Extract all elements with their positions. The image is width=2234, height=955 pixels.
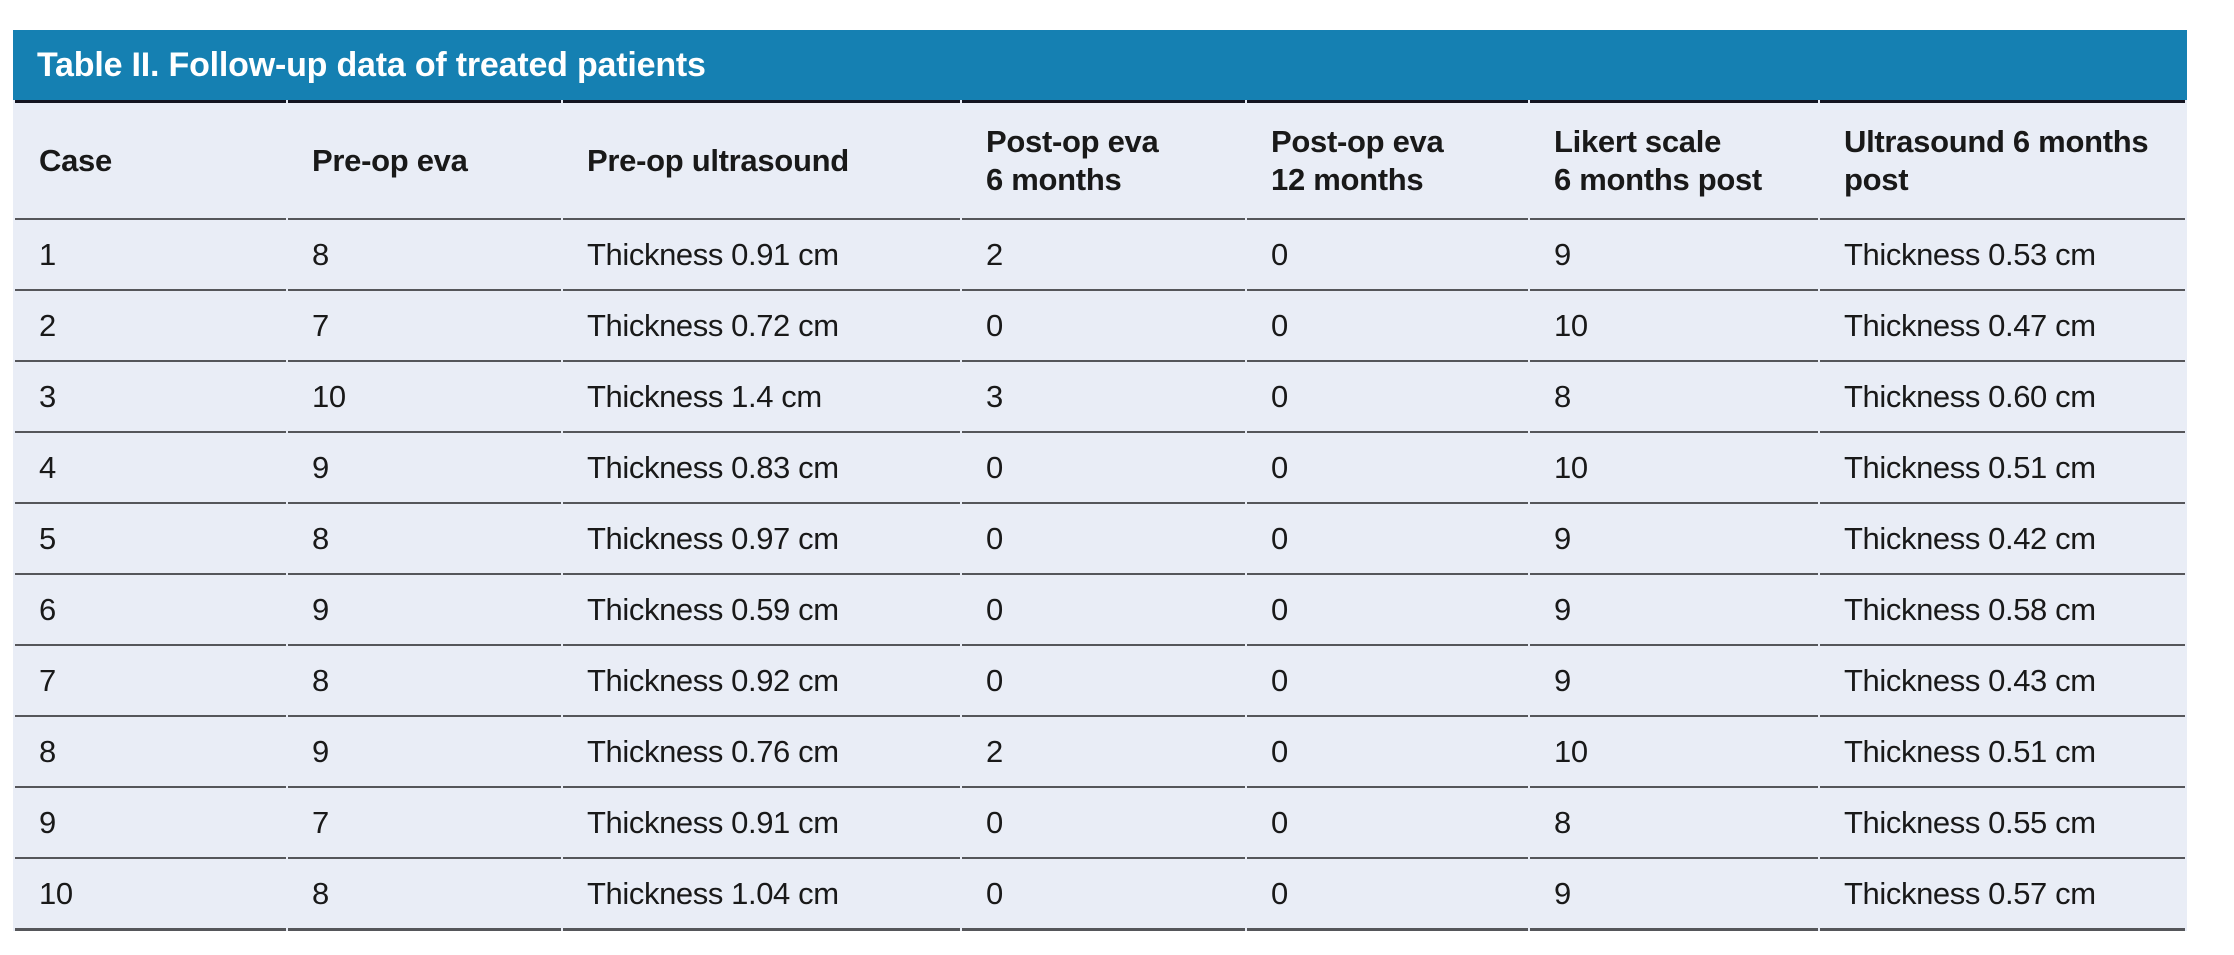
cell-likert-6m-post: 10: [1530, 717, 1818, 788]
cell-preop-eva: 8: [288, 859, 561, 931]
table-row: 10 8 Thickness 1.04 cm 0 0 9 Thickness 0.57 cm: [15, 859, 2185, 931]
cell-postop-eva-12m: 0: [1247, 291, 1528, 362]
table-row: 1 8 Thickness 0.91 cm 2 0 9 Thickness 0.53 cm: [15, 220, 2185, 291]
cell-case: 7: [15, 646, 286, 717]
cell-likert-6m-post: 9: [1530, 646, 1818, 717]
cell-preop-ultrasound: Thickness 0.83 cm: [563, 433, 960, 504]
cell-likert-6m-post: 9: [1530, 504, 1818, 575]
table-row: 3 10 Thickness 1.4 cm 3 0 8 Thickness 0.60 cm: [15, 362, 2185, 433]
cell-case: 4: [15, 433, 286, 504]
cell-preop-ultrasound: Thickness 0.91 cm: [563, 788, 960, 859]
cell-ultrasound-6m-post: Thickness 0.43 cm: [1820, 646, 2185, 717]
cell-postop-eva-12m: 0: [1247, 859, 1528, 931]
cell-postop-eva-12m: 0: [1247, 646, 1528, 717]
cell-ultrasound-6m-post: Thickness 0.51 cm: [1820, 433, 2185, 504]
cell-ultrasound-6m-post: Thickness 0.51 cm: [1820, 717, 2185, 788]
cell-ultrasound-6m-post: Thickness 0.53 cm: [1820, 220, 2185, 291]
cell-case: 8: [15, 717, 286, 788]
cell-preop-ultrasound: Thickness 0.91 cm: [563, 220, 960, 291]
cell-preop-ultrasound: Thickness 0.76 cm: [563, 717, 960, 788]
cell-preop-eva: 9: [288, 433, 561, 504]
cell-ultrasound-6m-post: Thickness 0.60 cm: [1820, 362, 2185, 433]
cell-postop-eva-6m: 0: [962, 646, 1245, 717]
table-row: 8 9 Thickness 0.76 cm 2 0 10 Thickness 0.51 cm: [15, 717, 2185, 788]
cell-ultrasound-6m-post: Thickness 0.42 cm: [1820, 504, 2185, 575]
cell-postop-eva-6m: 0: [962, 859, 1245, 931]
table-row: 6 9 Thickness 0.59 cm 0 0 9 Thickness 0.58 cm: [15, 575, 2185, 646]
column-header-preop-eva: Pre-op eva: [288, 100, 561, 220]
cell-preop-ultrasound: Thickness 0.97 cm: [563, 504, 960, 575]
cell-case: 5: [15, 504, 286, 575]
column-header-postop-eva-6m: Post-op eva 6 months: [962, 100, 1245, 220]
cell-preop-eva: 8: [288, 504, 561, 575]
table-row: 4 9 Thickness 0.83 cm 0 0 10 Thickness 0.51 cm: [15, 433, 2185, 504]
table-row: 7 8 Thickness 0.92 cm 0 0 9 Thickness 0.43 cm: [15, 646, 2185, 717]
cell-postop-eva-12m: 0: [1247, 717, 1528, 788]
cell-preop-eva: 8: [288, 646, 561, 717]
cell-postop-eva-12m: 0: [1247, 362, 1528, 433]
cell-case: 2: [15, 291, 286, 362]
column-header-postop-eva-12m: Post-op eva 12 months: [1247, 100, 1528, 220]
table-title: Table II. Follow-up data of treated pati…: [37, 45, 706, 84]
cell-preop-ultrasound: Thickness 0.72 cm: [563, 291, 960, 362]
cell-preop-eva: 10: [288, 362, 561, 433]
cell-case: 10: [15, 859, 286, 931]
cell-postop-eva-6m: 0: [962, 575, 1245, 646]
cell-postop-eva-6m: 2: [962, 717, 1245, 788]
cell-preop-ultrasound: Thickness 0.59 cm: [563, 575, 960, 646]
cell-case: 3: [15, 362, 286, 433]
cell-postop-eva-6m: 0: [962, 504, 1245, 575]
table-row: 2 7 Thickness 0.72 cm 0 0 10 Thickness 0.47 cm: [15, 291, 2185, 362]
cell-preop-eva: 8: [288, 220, 561, 291]
followup-table: Table II. Follow-up data of treated pati…: [13, 30, 2187, 931]
cell-preop-ultrasound: Thickness 0.92 cm: [563, 646, 960, 717]
table-body: 1 8 Thickness 0.91 cm 2 0 9 Thickness 0.53 cm 2…: [15, 220, 2185, 931]
cell-ultrasound-6m-post: Thickness 0.55 cm: [1820, 788, 2185, 859]
cell-postop-eva-6m: 0: [962, 788, 1245, 859]
cell-preop-eva: 9: [288, 575, 561, 646]
table-row: 5 8 Thickness 0.97 cm 0 0 9 Thickness 0.42 cm: [15, 504, 2185, 575]
column-header-ultrasound-6m-post: Ultrasound 6 months post: [1820, 100, 2185, 220]
column-header-likert-6m-post: Likert scale 6 months post: [1530, 100, 1818, 220]
column-header-case: Case: [15, 100, 286, 220]
table-title-banner: Table II. Follow-up data of treated pati…: [13, 30, 2187, 100]
cell-likert-6m-post: 9: [1530, 220, 1818, 291]
cell-likert-6m-post: 10: [1530, 291, 1818, 362]
cell-likert-6m-post: 8: [1530, 362, 1818, 433]
cell-case: 1: [15, 220, 286, 291]
cell-likert-6m-post: 8: [1530, 788, 1818, 859]
column-header-preop-ultrasound: Pre-op ultrasound: [563, 100, 960, 220]
cell-ultrasound-6m-post: Thickness 0.58 cm: [1820, 575, 2185, 646]
cell-ultrasound-6m-post: Thickness 0.47 cm: [1820, 291, 2185, 362]
cell-postop-eva-12m: 0: [1247, 504, 1528, 575]
cell-case: 9: [15, 788, 286, 859]
cell-postop-eva-12m: 0: [1247, 575, 1528, 646]
cell-preop-eva: 7: [288, 788, 561, 859]
table-header-row: Case Pre-op eva Pre-op ultrasound Post-op e…: [15, 100, 2185, 220]
cell-likert-6m-post: 10: [1530, 433, 1818, 504]
cell-postop-eva-6m: 0: [962, 433, 1245, 504]
cell-postop-eva-6m: 0: [962, 291, 1245, 362]
cell-likert-6m-post: 9: [1530, 859, 1818, 931]
cell-preop-eva: 9: [288, 717, 561, 788]
cell-preop-eva: 7: [288, 291, 561, 362]
cell-postop-eva-12m: 0: [1247, 788, 1528, 859]
cell-case: 6: [15, 575, 286, 646]
cell-postop-eva-6m: 3: [962, 362, 1245, 433]
cell-ultrasound-6m-post: Thickness 0.57 cm: [1820, 859, 2185, 931]
table-row: 9 7 Thickness 0.91 cm 0 0 8 Thickness 0.55 cm: [15, 788, 2185, 859]
cell-postop-eva-6m: 2: [962, 220, 1245, 291]
cell-preop-ultrasound: Thickness 1.4 cm: [563, 362, 960, 433]
cell-likert-6m-post: 9: [1530, 575, 1818, 646]
cell-postop-eva-12m: 0: [1247, 433, 1528, 504]
cell-postop-eva-12m: 0: [1247, 220, 1528, 291]
cell-preop-ultrasound: Thickness 1.04 cm: [563, 859, 960, 931]
data-table: Case Pre-op eva Pre-op ultrasound Post-op e…: [13, 100, 2187, 931]
